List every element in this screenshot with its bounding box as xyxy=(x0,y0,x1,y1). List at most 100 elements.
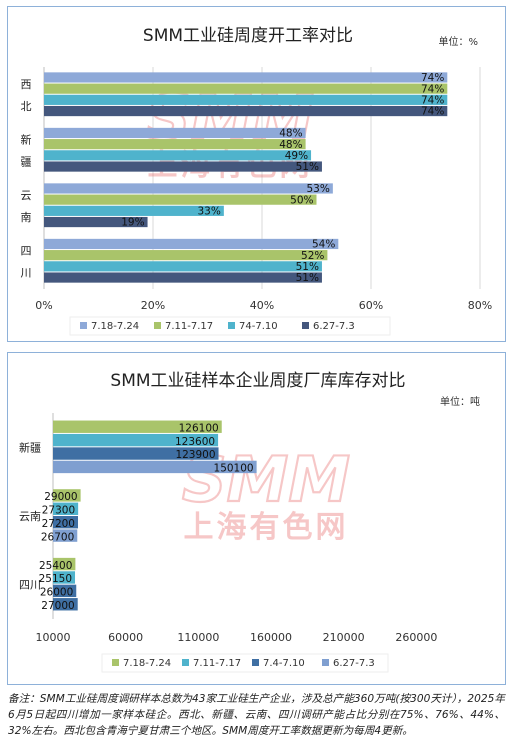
x-tick-label: 40% xyxy=(250,299,274,312)
x-tick-label: 60% xyxy=(359,299,383,312)
category-label: 云南 xyxy=(19,510,41,523)
legend-label: 7.4-7.10 xyxy=(263,658,305,669)
data-label: 48% xyxy=(279,128,302,140)
x-tick-label: 80% xyxy=(468,299,492,312)
data-label: 27200 xyxy=(42,518,75,530)
data-label: 51% xyxy=(296,272,319,284)
data-label: 123600 xyxy=(175,436,215,448)
data-label: 25400 xyxy=(39,560,72,572)
bar xyxy=(53,489,81,502)
bar xyxy=(44,194,317,205)
x-tick-label: 20% xyxy=(141,299,165,312)
data-label: 123900 xyxy=(175,449,215,461)
data-label: 33% xyxy=(198,205,221,217)
bar xyxy=(53,460,257,474)
chart-title: SMM工业硅样本企业周度厂库库存对比 xyxy=(110,371,405,391)
unit-label: 单位：吨 xyxy=(440,395,480,408)
data-label: 51% xyxy=(296,161,319,173)
bar xyxy=(53,584,77,598)
inventory-chart-panel: SMM工业硅样本企业周度厂库库存对比 单位：吨 SMM 上海有色网 新疆 126100 12… xyxy=(7,352,506,685)
category-label: 疆 xyxy=(21,155,32,168)
data-label: 29000 xyxy=(44,491,77,503)
bar xyxy=(44,238,339,250)
bar xyxy=(44,94,448,105)
legend-swatch xyxy=(302,322,309,329)
data-label: 126100 xyxy=(179,422,219,434)
unit-label: 单位：% xyxy=(438,35,478,48)
legend-swatch xyxy=(154,322,161,329)
data-label: 50% xyxy=(290,194,313,206)
category-label: 新疆 xyxy=(19,440,41,454)
data-label: 53% xyxy=(307,183,330,195)
legend-label: 7.18-7.24 xyxy=(123,658,171,669)
bar xyxy=(53,598,78,611)
data-label: 74% xyxy=(421,83,444,95)
legend-swatch xyxy=(322,659,329,666)
bar xyxy=(53,571,76,584)
bar xyxy=(44,83,448,94)
bar xyxy=(53,447,219,460)
data-label: 51% xyxy=(296,261,319,273)
category-label: 云 xyxy=(21,189,32,202)
bar xyxy=(44,127,306,139)
data-label: 150100 xyxy=(214,463,254,475)
data-label: 74% xyxy=(421,94,444,106)
legend-label: 7.11-7.17 xyxy=(165,321,213,332)
x-tick-label: 160000 xyxy=(250,631,292,644)
legend: 7.18-7.24 7.11-7.17 74-7.10 6.27-7.3 xyxy=(69,316,391,336)
legend-swatch xyxy=(112,659,119,666)
data-label: 52% xyxy=(301,250,324,262)
x-tick-label: 10000 xyxy=(36,631,71,644)
bar xyxy=(44,150,312,161)
data-label: 25150 xyxy=(39,573,72,585)
data-label: 54% xyxy=(312,239,335,251)
inventory-chart: SMM工业硅样本企业周度厂库库存对比单位：吨SMM上海有色网新疆12610012… xyxy=(19,371,480,673)
legend-label: 6.27-7.3 xyxy=(313,321,355,332)
data-label: 26700 xyxy=(41,531,74,543)
bar xyxy=(44,161,322,172)
legend: 7.18-7.24 7.11-7.17 7.4-7.10 6.27-7.3 xyxy=(101,653,389,673)
bar xyxy=(53,420,222,433)
chart-title: SMM工业硅周度开工率对比 xyxy=(143,26,353,46)
category-label: 西 xyxy=(21,78,32,91)
legend-label: 6.27-7.3 xyxy=(333,658,375,669)
data-label: 27300 xyxy=(42,505,75,517)
bar xyxy=(44,250,328,261)
category-label: 四 xyxy=(21,244,32,257)
data-label: 27000 xyxy=(41,600,74,612)
bar xyxy=(53,529,78,542)
x-tick-label: 0% xyxy=(35,299,52,312)
bar xyxy=(44,205,224,216)
legend-label: 74-7.10 xyxy=(239,321,278,332)
legend-swatch xyxy=(182,659,189,666)
x-tick-label: 60000 xyxy=(108,631,143,644)
footnote: 备注：SMM工业硅周度调研样本总数为43家工业硅生产企业，涉及总产能360万吨(… xyxy=(8,693,505,737)
data-label: 48% xyxy=(279,139,302,151)
data-label: 74% xyxy=(421,106,444,118)
legend-swatch xyxy=(80,322,87,329)
legend-swatch xyxy=(252,659,259,666)
bar xyxy=(44,105,448,117)
category-label: 北 xyxy=(21,100,32,113)
bar xyxy=(44,261,322,272)
category-label: 四川 xyxy=(19,579,41,592)
category-label: 新 xyxy=(21,132,32,146)
operating-rate-chart-panel: SMM工业硅周度开工率对比单位：%SMM上海有色网西北74%74%74%74%新… xyxy=(7,6,506,342)
bar xyxy=(53,433,219,447)
legend-swatch xyxy=(228,322,235,329)
x-tick-label: 210000 xyxy=(323,631,365,644)
legend-label: 7.11-7.17 xyxy=(193,658,241,669)
data-label: 26000 xyxy=(40,587,73,599)
bar xyxy=(44,72,448,83)
category-label: 南 xyxy=(21,211,32,224)
bar xyxy=(44,139,306,150)
category-label: 川 xyxy=(21,266,32,279)
operating-rate-chart: SMM工业硅周度开工率对比单位：%SMM上海有色网西北74%74%74%74%新… xyxy=(21,26,492,336)
x-tick-label: 260000 xyxy=(395,631,437,644)
bar xyxy=(44,216,148,228)
data-label: 49% xyxy=(285,150,308,162)
legend-box xyxy=(101,653,389,673)
x-tick-label: 110000 xyxy=(177,631,219,644)
bar xyxy=(53,502,79,515)
bar xyxy=(53,516,78,529)
